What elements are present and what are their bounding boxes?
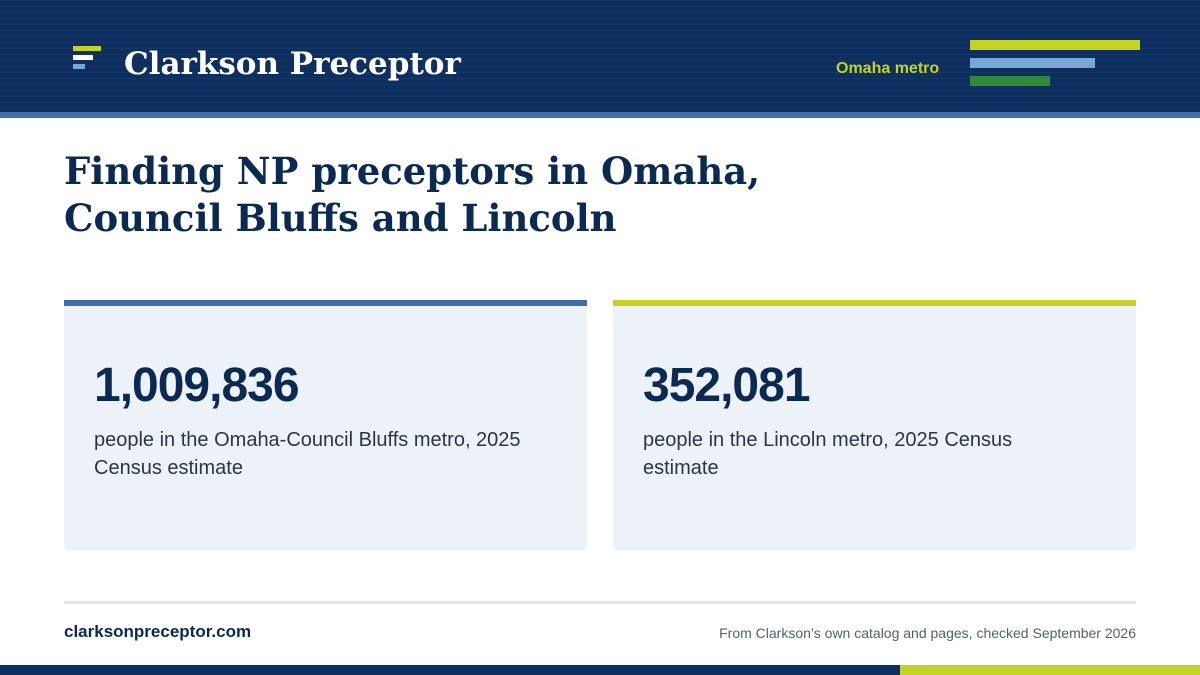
stat-description: people in the Omaha-Council Bluffs metro… xyxy=(94,429,521,479)
stat-card-lincoln: 352,081 people in the Lincoln metro, 202… xyxy=(613,300,1136,550)
header: Clarkson Preceptor Omaha metro xyxy=(0,0,1200,112)
stat-card-omaha: 1,009,836 people in the Omaha-Council Bl… xyxy=(64,300,587,550)
stat-description: people in the Lincoln metro, 2025 Census… xyxy=(643,429,1013,479)
brand-name[interactable]: Clarkson Preceptor xyxy=(124,46,461,82)
stat-value: 1,009,836 xyxy=(94,359,300,412)
page-title-line-1: Finding NP preceptors in Omaha, xyxy=(64,149,761,193)
header-divider xyxy=(0,112,1200,118)
page-title: Finding NP preceptors in Omaha, Council … xyxy=(64,148,824,242)
region-label: Omaha metro xyxy=(836,60,940,77)
stat-value: 352,081 xyxy=(643,359,811,412)
bottom-accent-bar-navy xyxy=(0,665,900,675)
bar-graphic-icon xyxy=(970,40,1140,86)
site-link[interactable]: clarksonpreceptor.com xyxy=(64,622,252,641)
page-title-line-2: Council Bluffs and Lincoln xyxy=(64,196,617,240)
source-note: From Clarkson’s own catalog and pages, c… xyxy=(719,625,1136,641)
stacked-bars-logo-icon xyxy=(73,46,103,72)
bottom-accent-bar-lime xyxy=(900,665,1200,675)
footer-divider xyxy=(64,601,1136,604)
